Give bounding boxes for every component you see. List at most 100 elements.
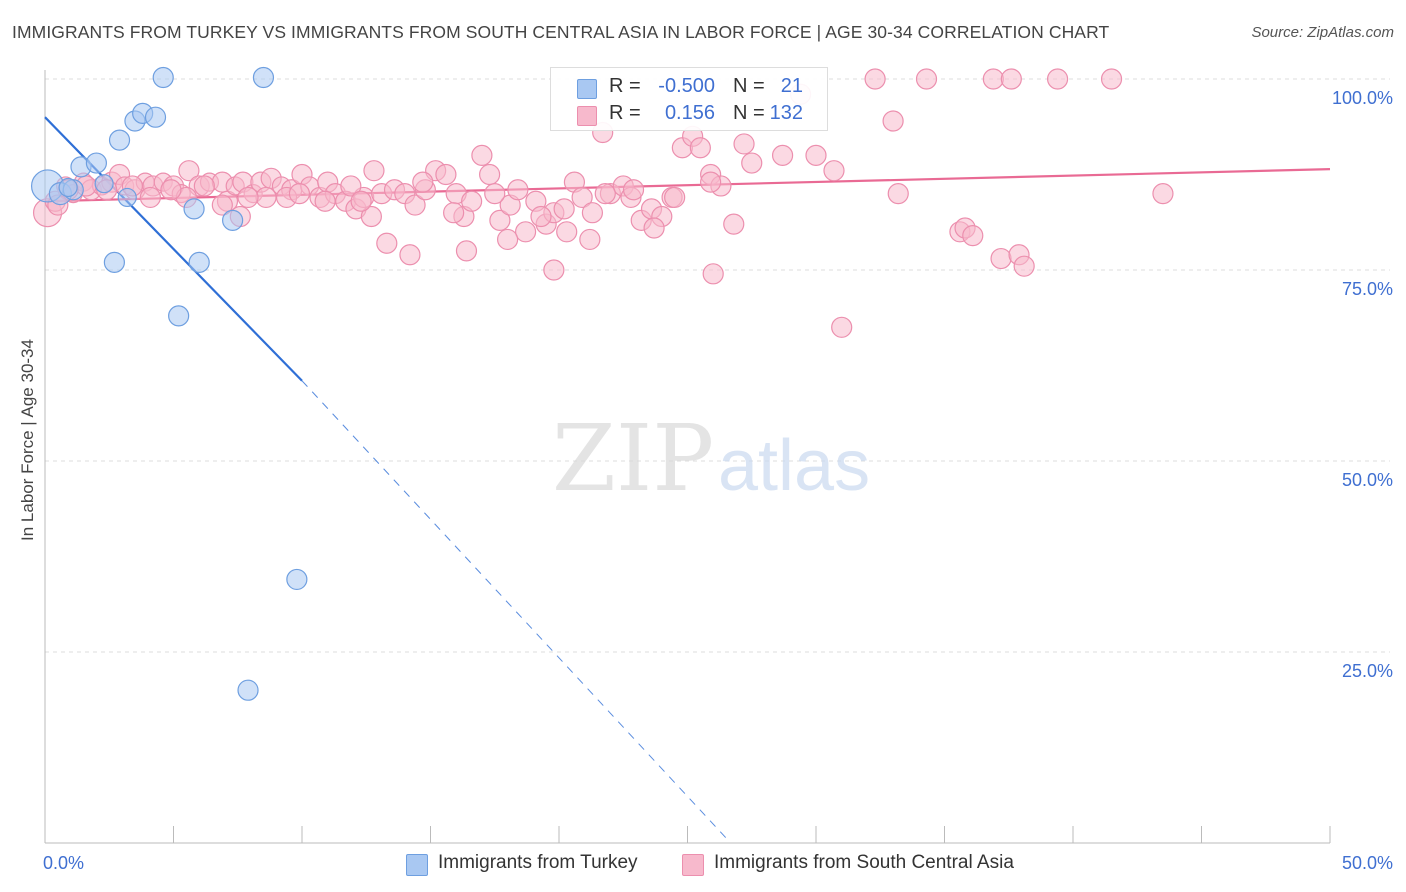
sca-point [514, 221, 537, 243]
turkey-point [117, 187, 137, 208]
turkey-point [85, 152, 108, 174]
r-label: R = [609, 75, 641, 97]
turkey-swatch [577, 79, 597, 99]
n-value: 132 [769, 102, 803, 124]
sca-point [864, 68, 886, 90]
y-tick-label: 50.0% [1342, 470, 1393, 490]
watermark-zip: ZIP [552, 405, 714, 512]
sca-point [553, 198, 575, 220]
legend: Immigrants from Turkey Immigrants from S… [0, 852, 1406, 878]
sca-point [340, 175, 362, 197]
sca-point [723, 213, 745, 235]
legend-label-sca: Immigrants from South Central Asia [714, 852, 1014, 873]
sca-point [399, 244, 421, 266]
sca-point [461, 190, 483, 212]
y-tick-label: 75.0% [1342, 279, 1393, 299]
axis-layer [44, 70, 1331, 844]
sca-point [471, 144, 493, 166]
turkey-point [183, 198, 205, 220]
sca-point [1000, 68, 1022, 90]
sca-point [237, 186, 259, 209]
sca-point [882, 110, 904, 132]
turkey-point [168, 305, 190, 327]
sca-point [479, 163, 501, 186]
turkey-point [58, 177, 78, 198]
sca-point [211, 194, 233, 216]
turkey-point [286, 568, 308, 591]
turkey-point [188, 251, 210, 273]
sca-point [360, 205, 382, 228]
sca-point [435, 163, 457, 186]
sca-point [255, 186, 277, 209]
sca-point [288, 183, 311, 205]
sca-point [497, 228, 519, 251]
sca-point [412, 171, 434, 193]
sca-point [160, 179, 182, 201]
turkey-point [237, 679, 259, 701]
sca-point [1013, 255, 1035, 277]
tick-label-layer: 25.0% 50.0% 75.0% 100.0% 0.0% 50.0% [43, 88, 1393, 873]
sca-point [363, 160, 385, 182]
sca-point [771, 144, 794, 166]
turkey-point [152, 66, 174, 89]
sca-point [622, 179, 645, 201]
sca-point [962, 225, 984, 247]
sca-point [314, 190, 336, 212]
r-value: -0.500 [658, 75, 715, 97]
sca-point [1152, 183, 1174, 205]
sca-point [139, 186, 161, 209]
sca-point [990, 247, 1012, 270]
turkey-point [108, 129, 131, 151]
points-layer [30, 66, 1174, 701]
watermark: ZIP atlas [552, 405, 870, 512]
y-axis-label: In Labor Force | Age 30-34 [18, 339, 37, 541]
sca-point [702, 263, 724, 285]
sca-point [571, 186, 593, 209]
y-axis-label-container: In Labor Force | Age 30-34 [16, 160, 40, 720]
r-value: 0.156 [664, 102, 715, 124]
sca-point [982, 68, 1004, 90]
stats-box: R = -0.500 N = 21 R = 0.156 N = 132 [550, 67, 828, 131]
sca-point [484, 183, 506, 205]
sca-swatch [577, 106, 597, 126]
chart-title: IMMIGRANTS FROM TURKEY VS IMMIGRANTS FRO… [12, 22, 1110, 42]
legend-label-turkey: Immigrants from Turkey [438, 852, 638, 873]
sca-point [664, 186, 686, 209]
sca-point [823, 160, 845, 182]
x-tick-label: 50.0% [1342, 853, 1393, 873]
sca-point [1100, 68, 1123, 90]
sca-point [700, 171, 722, 193]
sca-point [530, 205, 552, 228]
sca-legend-swatch [682, 854, 704, 876]
n-label: N = [733, 75, 765, 97]
sca-point [579, 228, 601, 251]
x-tick-label: 0.0% [43, 853, 84, 873]
sca-point [887, 183, 909, 205]
sca-point [443, 202, 465, 224]
turkey-legend-swatch [406, 854, 428, 876]
source-label: Source: ZipAtlas.com [1251, 24, 1394, 41]
sca-point [581, 202, 604, 224]
sca-point [643, 217, 665, 239]
sca-point [733, 133, 755, 155]
y-tick-label: 25.0% [1342, 661, 1393, 681]
grid-layer [45, 78, 1390, 653]
sca-point [404, 194, 426, 216]
r-label: R = [609, 102, 641, 124]
sca-point [455, 240, 478, 262]
turkey-point [252, 66, 275, 89]
sca-point [543, 259, 565, 281]
sca-point [741, 152, 763, 174]
sca-point [350, 190, 372, 212]
y-tick-label: 100.0% [1332, 88, 1393, 108]
sca-point [507, 179, 529, 201]
sca-point [689, 137, 711, 159]
turkey-point [222, 209, 244, 231]
watermark-atlas: atlas [718, 426, 870, 506]
sca-point [376, 232, 398, 254]
x-tick-marks [44, 826, 1331, 843]
turkey-point [103, 251, 125, 273]
sca-point [594, 183, 616, 205]
n-value: 21 [780, 75, 803, 97]
sca-point [178, 160, 200, 182]
